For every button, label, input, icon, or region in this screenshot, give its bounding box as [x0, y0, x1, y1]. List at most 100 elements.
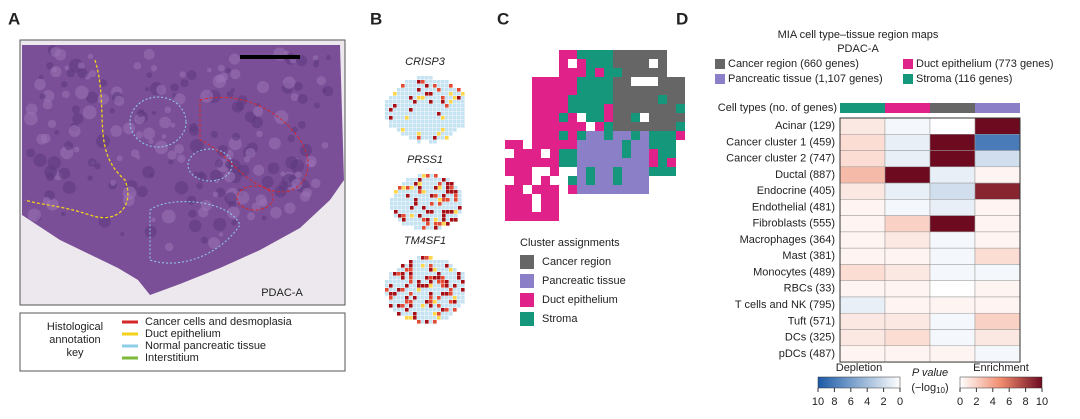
spot [405, 276, 409, 280]
spot [405, 132, 409, 136]
cluster-cell [640, 86, 649, 95]
cluster-cell [559, 122, 568, 131]
panel-label: C [497, 9, 509, 28]
cluster-cell [604, 77, 613, 86]
spot [429, 124, 433, 128]
spot [433, 116, 437, 120]
heat-cell [974, 264, 1021, 281]
cluster-cell [577, 149, 586, 158]
texture-dot [142, 166, 155, 179]
spot [401, 276, 405, 280]
spot [441, 84, 445, 88]
gene-name: TM4SF1 [404, 235, 446, 247]
texture-dot [313, 102, 320, 109]
spot [397, 300, 401, 304]
cluster-cell [559, 59, 568, 68]
spot [425, 300, 429, 304]
spot [430, 218, 434, 222]
spot [394, 210, 398, 214]
cluster-cell [586, 149, 595, 158]
spot [410, 186, 414, 190]
spot [422, 214, 426, 218]
spot [417, 92, 421, 96]
texture-dot [316, 76, 326, 86]
spot [429, 256, 433, 260]
texture-dot [291, 178, 303, 190]
spot [441, 300, 445, 304]
spot [445, 96, 449, 100]
spot [457, 96, 461, 100]
spot [446, 218, 450, 222]
spot [397, 292, 401, 296]
spot [429, 76, 433, 80]
spot [433, 264, 437, 268]
spot [454, 218, 458, 222]
cluster-cell [568, 68, 577, 77]
spot [450, 202, 454, 206]
spot [393, 104, 397, 108]
spot [437, 108, 441, 112]
spot [429, 108, 433, 112]
spot [410, 210, 414, 214]
texture-dot [291, 126, 298, 133]
cluster-cell [595, 95, 604, 104]
spot [429, 264, 433, 268]
texture-dot [75, 85, 89, 100]
spot [397, 92, 401, 96]
heat-cell [884, 182, 931, 200]
cluster-cell [586, 77, 595, 86]
spot [402, 218, 406, 222]
spot [409, 316, 413, 320]
cluster-cell [523, 203, 532, 212]
spot [429, 288, 433, 292]
texture-dot [200, 89, 214, 103]
key-label: Normal pancreatic tissue [145, 340, 266, 352]
texture-dot [251, 116, 263, 129]
spot [449, 292, 453, 296]
spot [418, 190, 422, 194]
spot [421, 288, 425, 292]
spot [422, 198, 426, 202]
cluster-cell [622, 104, 631, 113]
spot [457, 104, 461, 108]
cluster-cell [559, 86, 568, 95]
cluster-cell [595, 185, 604, 194]
cluster-cell [586, 95, 595, 104]
cluster-cell [622, 95, 631, 104]
spot [421, 280, 425, 284]
gene-name: PRSS1 [407, 154, 443, 166]
cluster-cell [505, 167, 514, 176]
spot [437, 120, 441, 124]
cluster-cell [667, 158, 676, 167]
spot [425, 256, 429, 260]
spot [413, 272, 417, 276]
spot [433, 128, 437, 132]
spot [421, 292, 425, 296]
texture-dot [58, 167, 71, 180]
cluster-cell [604, 122, 613, 131]
spot [438, 186, 442, 190]
spot [425, 260, 429, 264]
cluster-cell [622, 167, 631, 176]
spot [426, 174, 430, 178]
spot [430, 186, 434, 190]
colorbar-tick-label: 0 [897, 396, 903, 408]
texture-dot [27, 208, 41, 222]
texture-dot [230, 88, 235, 93]
spot [413, 104, 417, 108]
texture-dot [189, 219, 202, 233]
texture-dot [295, 171, 302, 178]
spot [437, 84, 441, 88]
texture-dot [148, 139, 154, 144]
spot [405, 108, 409, 112]
spot [449, 296, 453, 300]
cluster-cell [640, 113, 649, 122]
spot [405, 80, 409, 84]
cluster-cell [631, 131, 640, 140]
spot [426, 198, 430, 202]
spot [417, 136, 421, 140]
cluster-cell [514, 149, 523, 158]
spot [401, 300, 405, 304]
spot [414, 206, 418, 210]
spot [402, 222, 406, 226]
